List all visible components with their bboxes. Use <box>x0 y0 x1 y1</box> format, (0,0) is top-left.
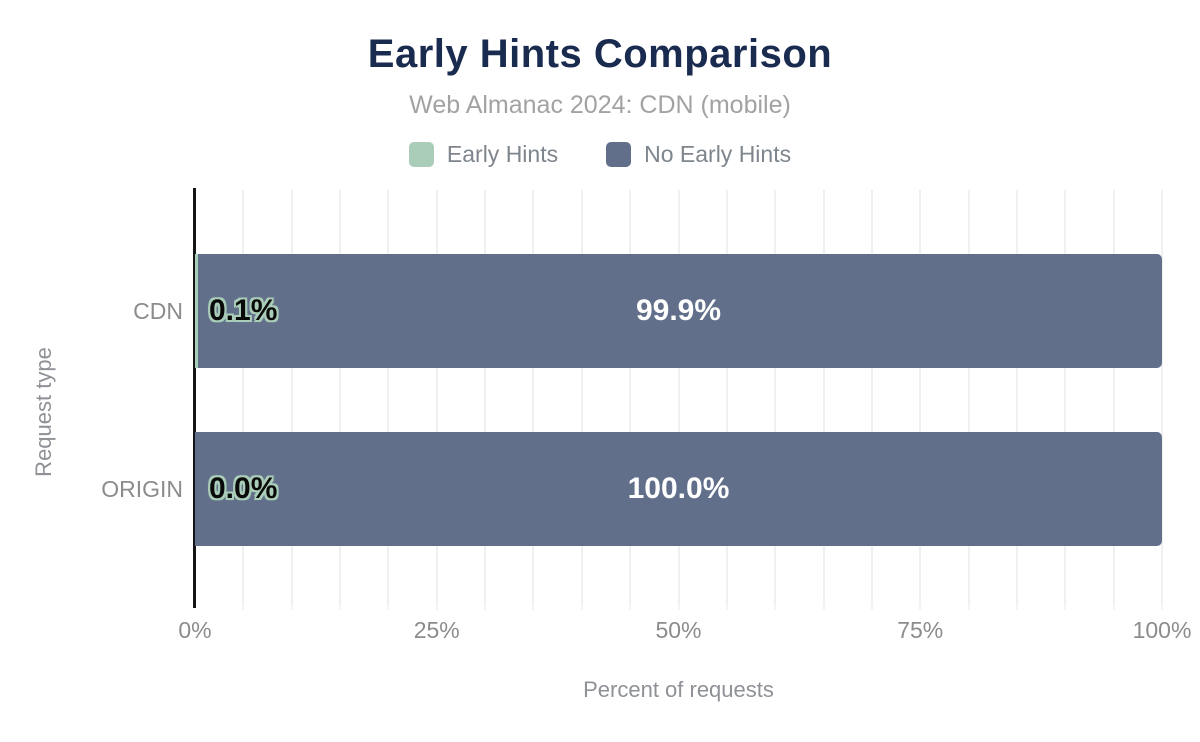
x-axis-title: Percent of requests <box>583 677 774 702</box>
y-axis-line <box>193 188 196 608</box>
gridline-70 <box>870 190 873 604</box>
gridline-25 <box>435 190 438 604</box>
axis-tick-30 <box>484 604 486 610</box>
data-label-early-hints: 0.1% <box>209 294 278 327</box>
axis-tick-10 <box>291 604 293 610</box>
axis-tick-95 <box>1113 604 1115 610</box>
bar-row-cdn: 0.1% 99.9% <box>195 254 1162 368</box>
legend-item-label: Early Hints <box>446 141 559 167</box>
axis-tick-55 <box>726 604 728 610</box>
gridline-80 <box>967 190 970 604</box>
axis-tick-35 <box>532 604 534 610</box>
gridline-85 <box>1015 190 1018 604</box>
gridline-65 <box>822 190 825 604</box>
gridline-50 <box>677 190 680 604</box>
gridline-35 <box>532 190 535 604</box>
gridline-15 <box>339 190 342 604</box>
x-tick-label-75pct: 75% <box>897 617 944 643</box>
legend-swatch-icon <box>408 142 434 167</box>
axis-tick-90 <box>1064 604 1066 610</box>
legend-item-1: No Early Hints <box>606 141 791 168</box>
legend-swatch-icon <box>606 142 632 167</box>
x-axis-tick-labels: 0% 25% 50% 75% 100% <box>178 617 1191 647</box>
gridline-100 <box>1161 190 1163 604</box>
data-label-early-hints: 0.0% <box>209 472 278 505</box>
gridline-40 <box>580 190 583 604</box>
axis-tick-85 <box>1016 604 1018 610</box>
legend: Early Hints No Early Hints <box>0 141 1200 168</box>
legend-item-0: Early Hints <box>408 141 559 168</box>
axis-tick-100 <box>1161 604 1163 610</box>
x-tick-label-25pct: 25% <box>413 617 460 643</box>
gridline-5 <box>242 190 245 604</box>
gridline-75 <box>919 190 922 604</box>
bar-segment-early-hints <box>195 254 198 368</box>
axis-tick-50 <box>678 604 679 610</box>
gridline-60 <box>774 190 777 604</box>
bar-row-origin: 0.0% 100.0% <box>195 432 1162 546</box>
axis-tick-65 <box>823 604 825 610</box>
axis-tick-70 <box>871 604 873 610</box>
axis-tick-25 <box>436 604 438 610</box>
axis-tick-5 <box>242 604 244 610</box>
gridline-10 <box>290 190 293 604</box>
axis-tick-15 <box>339 604 341 610</box>
axis-tick-60 <box>774 604 776 610</box>
gridline-55 <box>725 190 728 604</box>
gridline-20 <box>387 190 390 604</box>
y-axis-title: Request type <box>31 347 56 477</box>
x-tick-label-100pct: 100% <box>1132 617 1192 643</box>
gridline-95 <box>1112 190 1115 604</box>
data-label-no-early-hints: 99.9% <box>635 294 722 327</box>
gridline-45 <box>629 190 632 604</box>
chart-subtitle: Web Almanac 2024: CDN (mobile) <box>409 91 791 119</box>
axis-tick-45 <box>629 604 631 610</box>
axis-tick-80 <box>968 604 970 610</box>
plot-area: 0.1% 99.9% 0.0% 100.0% <box>195 190 1163 610</box>
bar-segment-no-early-hints <box>195 432 1162 546</box>
chart-title: Early Hints Comparison <box>367 32 833 76</box>
axis-tick-40 <box>581 604 583 610</box>
gridline-30 <box>484 190 487 604</box>
gridline-90 <box>1064 190 1067 604</box>
axis-tick-20 <box>387 604 389 610</box>
category-label-cdn: CDN <box>133 297 183 324</box>
axis-tick-75 <box>919 604 921 610</box>
category-label-origin: ORIGIN <box>101 475 183 502</box>
bar-segment-no-early-hints <box>198 254 1162 368</box>
legend-item-label: No Early Hints <box>644 141 792 167</box>
data-label-no-early-hints: 100.0% <box>627 472 730 505</box>
x-tick-label-0pct: 0% <box>178 617 212 643</box>
x-tick-label-50pct: 50% <box>655 617 702 643</box>
